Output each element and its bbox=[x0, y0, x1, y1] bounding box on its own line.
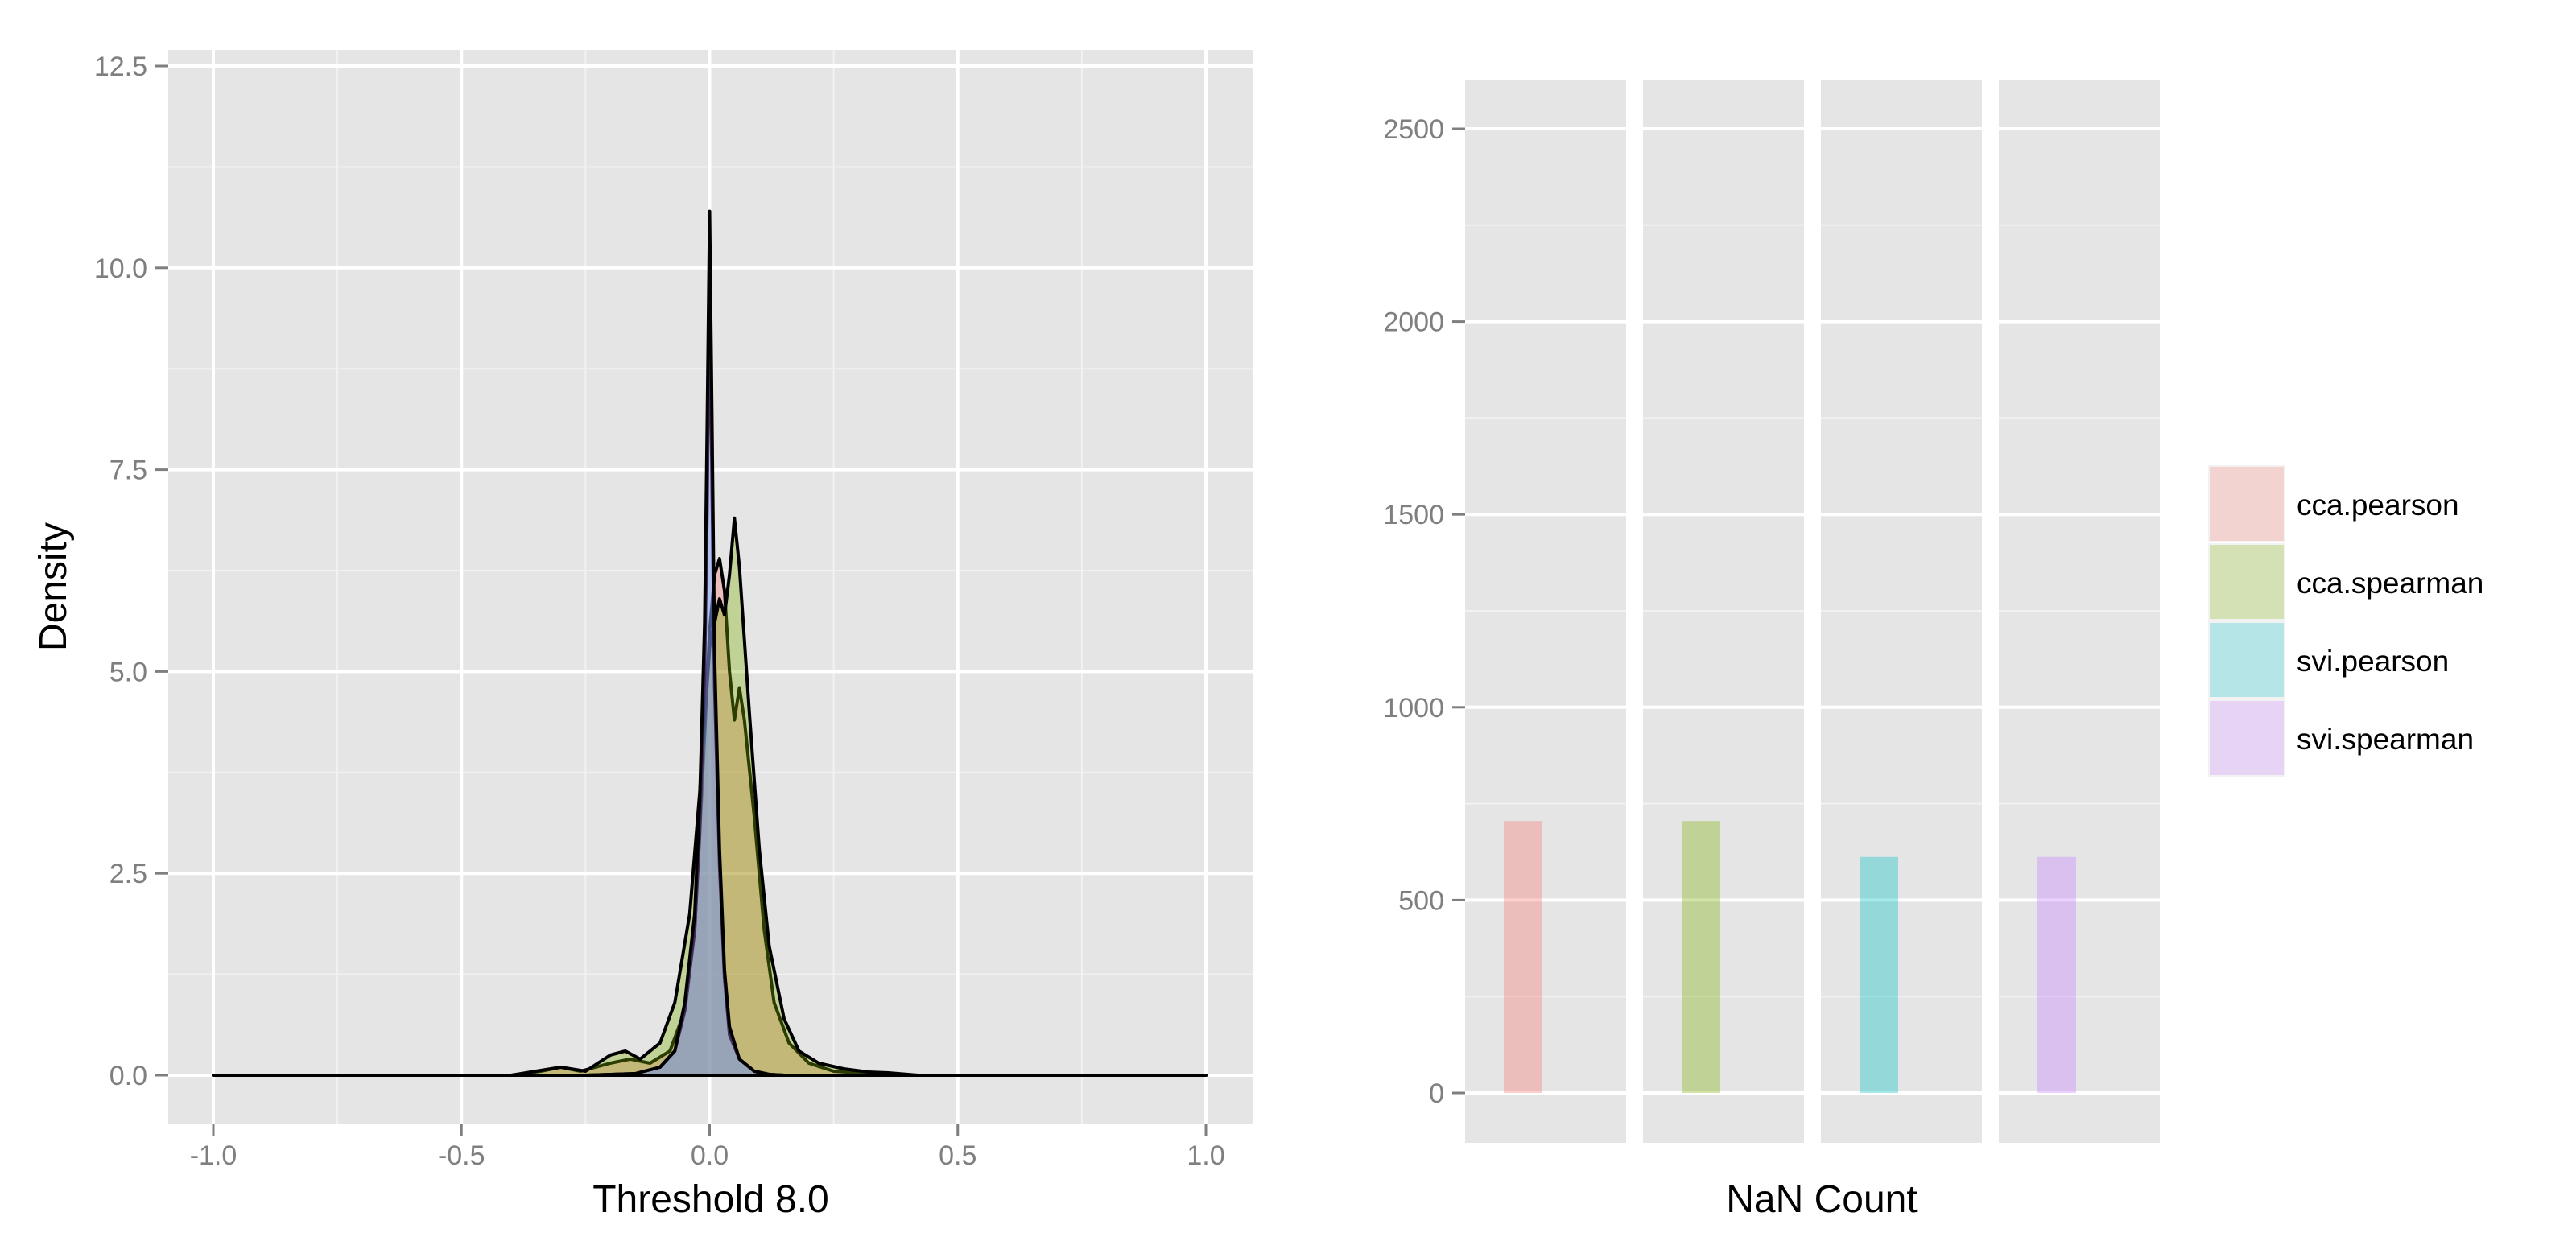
bar-y-tick-label: 2500 bbox=[1383, 114, 1444, 145]
legend-key-background bbox=[2208, 621, 2285, 699]
density-series-svi-spearman bbox=[212, 209, 1208, 1077]
density-y-tick-label: 0.0 bbox=[109, 1061, 147, 1091]
density-y-axis: 0.0 2.5 5.0 7.5 10.0 12.5 bbox=[94, 52, 168, 1091]
bar-svi-pearson bbox=[1860, 856, 1898, 1093]
legend-swatch bbox=[2210, 545, 2284, 619]
bar-y-tick-label: 1500 bbox=[1383, 500, 1444, 530]
legend-item-cca-spearman: cca.spearman bbox=[2208, 543, 2483, 621]
bar-cca-spearman bbox=[1682, 821, 1720, 1093]
bar-y-axis: 0 500 1000 1500 2000 2500 bbox=[1383, 114, 1465, 1109]
bar-y-tick-label: 0 bbox=[1429, 1078, 1444, 1109]
legend-item-svi-pearson: svi.pearson bbox=[2208, 621, 2449, 699]
density-y-tick-label: 5.0 bbox=[109, 657, 147, 687]
legend-label: cca.pearson bbox=[2297, 489, 2459, 522]
bar-y-tick-label: 1000 bbox=[1383, 693, 1444, 724]
legend-swatch bbox=[2210, 623, 2284, 697]
bar-facet-svi-pearson bbox=[1821, 80, 1982, 1143]
legend-label: cca.spearman bbox=[2297, 567, 2483, 600]
density-y-tick-label: 7.5 bbox=[109, 456, 147, 486]
density-x-tick-label: 0.0 bbox=[691, 1140, 729, 1171]
legend-item-cca-pearson: cca.pearson bbox=[2208, 465, 2459, 542]
density-x-tick-label: -0.5 bbox=[438, 1140, 485, 1171]
density-x-tick-label: -1.0 bbox=[190, 1140, 237, 1171]
density-x-tick-label: 0.5 bbox=[939, 1140, 976, 1171]
legend-item-svi-spearman: svi.spearman bbox=[2208, 699, 2474, 777]
density-y-tick-label: 12.5 bbox=[94, 52, 147, 82]
legend-label: svi.spearman bbox=[2297, 723, 2474, 756]
legend-swatch bbox=[2210, 467, 2284, 541]
density-y-axis-title: Density bbox=[32, 522, 75, 651]
density-y-tick-label: 2.5 bbox=[109, 859, 147, 889]
legend-swatch bbox=[2210, 701, 2284, 775]
legend-label: svi.pearson bbox=[2297, 645, 2449, 678]
legend-key-background bbox=[2208, 543, 2285, 621]
legend-key-background bbox=[2208, 465, 2285, 542]
bar-y-tick-label: 2000 bbox=[1383, 307, 1444, 338]
density-x-tick-label: 1.0 bbox=[1187, 1140, 1224, 1171]
density-series-cca-spearman bbox=[212, 516, 1208, 1077]
density-panel: 0.0 2.5 5.0 7.5 10.0 12.5 -1.0 -0.5 0.0 0.5 1.0 T… bbox=[32, 50, 1253, 1221]
bar-y-tick-label: 500 bbox=[1398, 885, 1444, 916]
legend: cca.pearson cca.spearman svi.pearson svi.sp… bbox=[2208, 465, 2483, 777]
bar-facet-cca-pearson bbox=[1465, 80, 1626, 1143]
bar-svi-spearman bbox=[2037, 856, 2076, 1093]
density-x-axis-title: Threshold 8.0 bbox=[592, 1178, 829, 1221]
density-x-axis: -1.0 -0.5 0.0 0.5 1.0 bbox=[190, 1124, 1225, 1171]
legend-key-background bbox=[2208, 699, 2285, 777]
bar-cca-pearson bbox=[1504, 821, 1542, 1093]
bar-facets bbox=[1465, 80, 2160, 1143]
density-series-group bbox=[212, 209, 1208, 1077]
bar-x-axis-title: NaN Count bbox=[1726, 1178, 1917, 1221]
bar-facet-cca-spearman bbox=[1643, 80, 1804, 1143]
bar-facet-svi-spearman bbox=[1999, 80, 2160, 1143]
density-y-tick-label: 10.0 bbox=[94, 254, 147, 284]
bar-panel: 0 500 1000 1500 2000 2500 NaN Count bbox=[1383, 80, 2160, 1221]
density-series-cca-pearson bbox=[212, 557, 1208, 1077]
